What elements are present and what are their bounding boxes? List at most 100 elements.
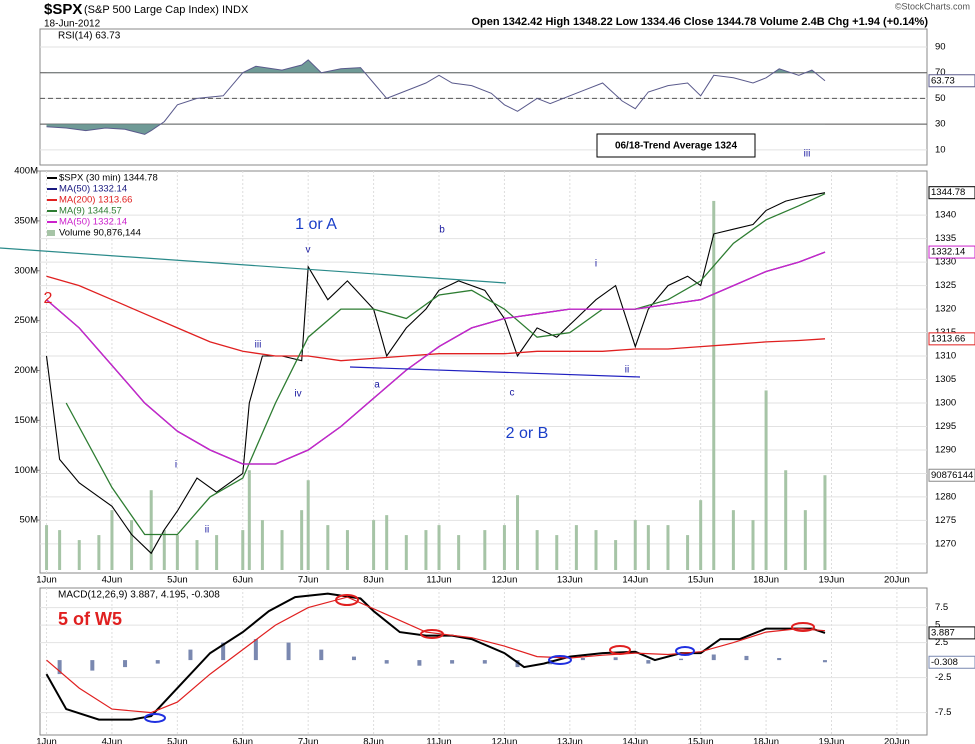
y-tick-label: 10 xyxy=(935,144,946,155)
value-tag: 1332.14 xyxy=(931,247,965,258)
volume-bar xyxy=(241,530,245,570)
volume-bar xyxy=(437,525,441,570)
x-tick-label: 6Jun xyxy=(232,575,253,586)
histogram-bar xyxy=(417,660,422,666)
value-tag: 1344.78 xyxy=(931,187,965,198)
x-tick-label: 19Jun xyxy=(819,575,845,586)
y-tick-label: 1280 xyxy=(935,491,956,502)
x-tick-label: 6Jun xyxy=(232,737,253,744)
x-tick-label: 11Jun xyxy=(426,575,451,586)
ellipse xyxy=(609,645,631,655)
value-tag: 90876144 xyxy=(931,470,973,481)
volume-bar xyxy=(110,510,114,570)
histogram-bar xyxy=(155,660,160,664)
volume-bar xyxy=(666,525,670,570)
volume-bar xyxy=(751,520,755,570)
y-tick-label: 1300 xyxy=(935,398,956,409)
value-tag: 1313.66 xyxy=(931,333,965,344)
y-tick-label: 1290 xyxy=(935,444,956,455)
y-tick-label: -7.5 xyxy=(935,707,951,718)
value-tag: 63.73 xyxy=(931,75,955,86)
volume-tick-label: 300M xyxy=(14,265,38,276)
annotation-box xyxy=(596,133,756,158)
histogram-bar xyxy=(777,658,782,661)
volume-bar xyxy=(97,535,101,570)
x-tick-label: 13Jun xyxy=(557,575,583,586)
value-tag-box xyxy=(928,332,975,346)
histogram-bar xyxy=(286,642,291,661)
volume-bar xyxy=(326,525,330,570)
x-tick-label: 11Jun xyxy=(426,737,451,744)
symbol-name: (S&P 500 Large Cap Index) INDX xyxy=(84,4,249,16)
moving-average xyxy=(65,193,826,536)
x-tick-label: 18Jun xyxy=(753,575,779,586)
y-tick-label: 1330 xyxy=(935,257,956,268)
rsi-fill xyxy=(46,124,825,135)
volume-tick-label: 50M xyxy=(20,515,39,526)
legend-swatch xyxy=(47,221,57,223)
wave-label: iii xyxy=(804,149,811,160)
y-tick-label: 1325 xyxy=(935,280,956,291)
y-tick-label: 1295 xyxy=(935,421,956,432)
ellipse xyxy=(548,655,572,665)
y-tick-label: 1275 xyxy=(935,515,956,526)
y-tick-label: 7.5 xyxy=(935,602,948,613)
volume-bar xyxy=(385,515,389,570)
wave-label: v xyxy=(306,245,311,256)
x-tick-label: 4Jun xyxy=(102,575,123,586)
panel-frame xyxy=(39,587,928,736)
volume-bar xyxy=(424,530,428,570)
volume-bar xyxy=(77,540,81,570)
y-tick-label: -2.5 xyxy=(935,672,951,683)
volume-tick-label: 350M xyxy=(14,215,38,226)
volume-bar xyxy=(280,530,284,570)
volume-bar xyxy=(372,520,376,570)
volume-bar xyxy=(614,540,618,570)
histogram-bar xyxy=(679,658,684,661)
x-tick-label: 15Jun xyxy=(688,737,714,744)
wave-label: iv xyxy=(294,389,301,400)
wave-label: ii xyxy=(625,365,629,376)
wave-label: ii xyxy=(205,525,209,536)
histogram-bar xyxy=(822,660,827,663)
legend-label: MA(200) 1313.66 xyxy=(59,195,132,206)
volume-tick-label: 250M xyxy=(14,315,38,326)
ellipse xyxy=(675,646,695,656)
volume-tick-label: 100M xyxy=(14,465,38,476)
x-tick-label: 15Jun xyxy=(688,575,714,586)
histogram-bar xyxy=(253,639,258,661)
y-tick-label: 90 xyxy=(935,42,946,53)
volume-bar xyxy=(300,510,304,570)
volume-bar xyxy=(502,525,506,570)
y-tick-label: 1340 xyxy=(935,210,956,221)
date: 18-Jun-2012 xyxy=(44,19,101,30)
volume-bar xyxy=(130,520,134,570)
x-tick-label: 5Jun xyxy=(167,737,188,744)
volume-bar xyxy=(535,530,539,570)
histogram-bar xyxy=(646,660,651,664)
volume-bar xyxy=(483,530,487,570)
panel-frame xyxy=(39,28,928,166)
volume-bar xyxy=(149,490,153,570)
histogram-bar xyxy=(744,655,749,661)
ellipse xyxy=(791,622,815,632)
histogram-bar xyxy=(384,660,389,664)
legend-label: Volume 90,876,144 xyxy=(59,228,141,239)
volume-bar xyxy=(712,200,716,571)
legend-label: MA(50) 1332.14 xyxy=(59,184,127,195)
y-tick-label: 70 xyxy=(935,67,946,78)
x-tick-label: 14Jun xyxy=(622,575,648,586)
volume-tick-label: 200M xyxy=(14,365,38,376)
volume-bar xyxy=(823,475,827,570)
y-tick-label: 1335 xyxy=(935,233,956,244)
x-tick-label: 1Jun xyxy=(36,737,57,744)
x-tick-label: 14Jun xyxy=(622,737,648,744)
x-tick-label: 19Jun xyxy=(819,737,845,744)
panel-title: MACD(12,26,9) 3.887, 4.195, -0.308 xyxy=(58,590,220,601)
volume-bar xyxy=(215,535,219,570)
x-tick-label: 12Jun xyxy=(491,575,517,586)
volume-bar xyxy=(686,535,690,570)
y-tick-label: 1310 xyxy=(935,351,956,362)
wave-label: c xyxy=(510,388,515,399)
